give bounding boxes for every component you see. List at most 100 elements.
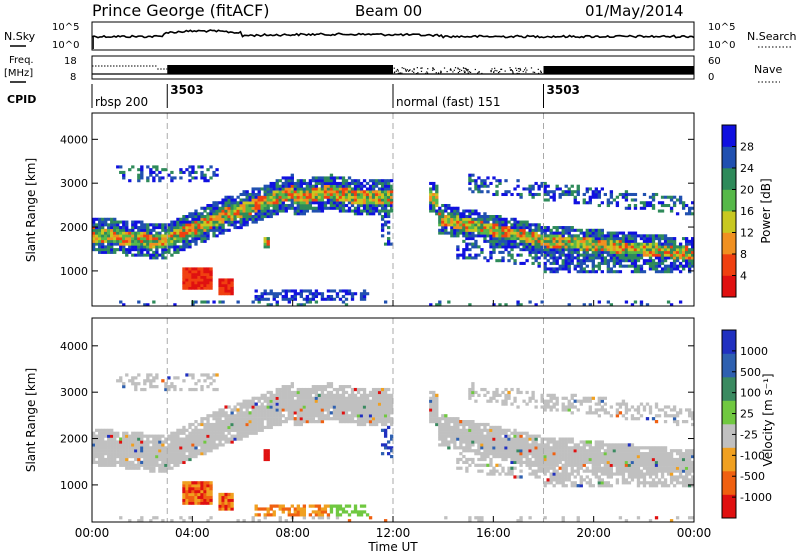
heatmap-cell	[275, 198, 279, 202]
heatmap-cell	[549, 242, 553, 246]
heatmap-cell	[269, 420, 273, 424]
heatmap-cell	[465, 440, 469, 444]
heatmap-cell	[492, 242, 496, 246]
heatmap-cell	[188, 165, 192, 169]
heatmap-cell	[305, 190, 310, 194]
heatmap-cell	[281, 187, 285, 191]
heatmap-cell	[125, 228, 129, 232]
heatmap-cell	[576, 259, 580, 263]
heatmap-cell	[209, 425, 213, 430]
heatmap-cell	[104, 250, 108, 254]
heatmap-cell	[456, 248, 460, 252]
heatmap-cell	[438, 215, 442, 219]
heatmap-cell	[326, 192, 331, 197]
heatmap-cell	[368, 516, 373, 520]
heatmap-cell	[642, 261, 647, 265]
heatmap-cell	[498, 181, 502, 185]
heatmap-cell	[197, 428, 201, 432]
heatmap-cell	[522, 399, 526, 403]
heatmap-cell	[308, 190, 313, 194]
heatmap-cell	[501, 437, 505, 441]
heatmap-cell	[95, 446, 99, 450]
heatmap-cell	[347, 181, 352, 185]
heatmap-cell	[326, 513, 331, 517]
colorbar-swatch	[722, 211, 736, 233]
heatmap-cell	[266, 292, 270, 296]
heatmap-cell	[341, 179, 346, 183]
heatmap-cell	[143, 449, 147, 453]
heatmap-cell	[633, 248, 638, 252]
heatmap-cell	[194, 431, 198, 435]
heatmap-cell	[468, 446, 472, 450]
heatmap-cell	[206, 300, 210, 304]
nave-dot	[468, 71, 471, 73]
heatmap-cell	[594, 250, 598, 254]
heatmap-cell	[254, 203, 258, 208]
heatmap-cell	[362, 405, 367, 409]
heatmap-cell	[495, 437, 499, 441]
heatmap-cell	[474, 516, 478, 520]
heatmap-cell	[248, 206, 252, 210]
heatmap-cell	[326, 294, 331, 299]
heatmap-cell	[137, 220, 141, 224]
heatmap-cell	[209, 376, 213, 380]
heatmap-cell	[585, 250, 589, 254]
heatmap-cell	[465, 226, 469, 230]
heatmap-cell	[251, 414, 255, 418]
heatmap-cell	[347, 393, 352, 397]
heatmap-cell	[110, 239, 114, 243]
heatmap-cell	[185, 454, 189, 459]
heatmap-cell	[477, 519, 481, 523]
heatmap-cell	[92, 460, 96, 465]
heatmap-cell	[218, 425, 222, 430]
heatmap-cell	[465, 428, 469, 432]
heatmap-cell	[465, 231, 469, 235]
heatmap-cell	[383, 184, 388, 188]
heatmap-cell	[663, 253, 668, 257]
heatmap-cell	[134, 237, 138, 241]
heatmap-cell	[341, 192, 346, 197]
heatmap-cell	[209, 422, 213, 427]
heatmap-cell	[435, 195, 439, 199]
heatmap-cell	[498, 440, 502, 444]
heatmap-cell	[492, 234, 496, 238]
heatmap-cell	[128, 231, 132, 235]
heatmap-cell	[435, 192, 439, 197]
heatmap-cell	[284, 192, 288, 197]
heatmap-cell	[92, 231, 96, 235]
heatmap-cell	[266, 396, 270, 400]
heatmap-cell	[146, 434, 150, 438]
heatmap-cell	[128, 228, 132, 232]
heatmap-cell	[146, 253, 150, 257]
heatmap-cell	[651, 203, 656, 208]
heatmap-cell	[98, 449, 102, 453]
heatmap-cell	[618, 270, 623, 274]
heatmap-cell	[450, 226, 454, 230]
heatmap-cell	[251, 220, 255, 224]
heatmap-cell	[537, 226, 541, 230]
heatmap-cell	[606, 261, 611, 265]
heatmap-cell	[338, 190, 343, 194]
heatmap-cell	[125, 449, 129, 453]
heatmap-cell	[519, 446, 523, 450]
heatmap-cell	[573, 195, 577, 199]
heatmap-cell	[519, 390, 523, 395]
heatmap-cell	[104, 443, 108, 447]
heatmap-cell	[125, 242, 129, 246]
heatmap-cell	[362, 387, 367, 392]
heatmap-cell	[501, 399, 505, 403]
heatmap-cell	[173, 303, 177, 307]
heatmap-cell	[480, 231, 484, 235]
heatmap-cell	[155, 226, 159, 230]
heatmap-cell	[432, 390, 436, 395]
heatmap-cell	[645, 237, 650, 241]
heatmap-cell	[281, 408, 285, 412]
heatmap-cell	[429, 408, 433, 412]
heatmap-cell	[290, 414, 294, 418]
heatmap-cell	[534, 192, 538, 197]
heatmap-cell	[305, 411, 310, 415]
heatmap-cell	[368, 198, 373, 202]
heatmap-cell	[113, 463, 117, 467]
heatmap-cell	[504, 434, 508, 438]
heatmap-cell	[534, 250, 538, 254]
